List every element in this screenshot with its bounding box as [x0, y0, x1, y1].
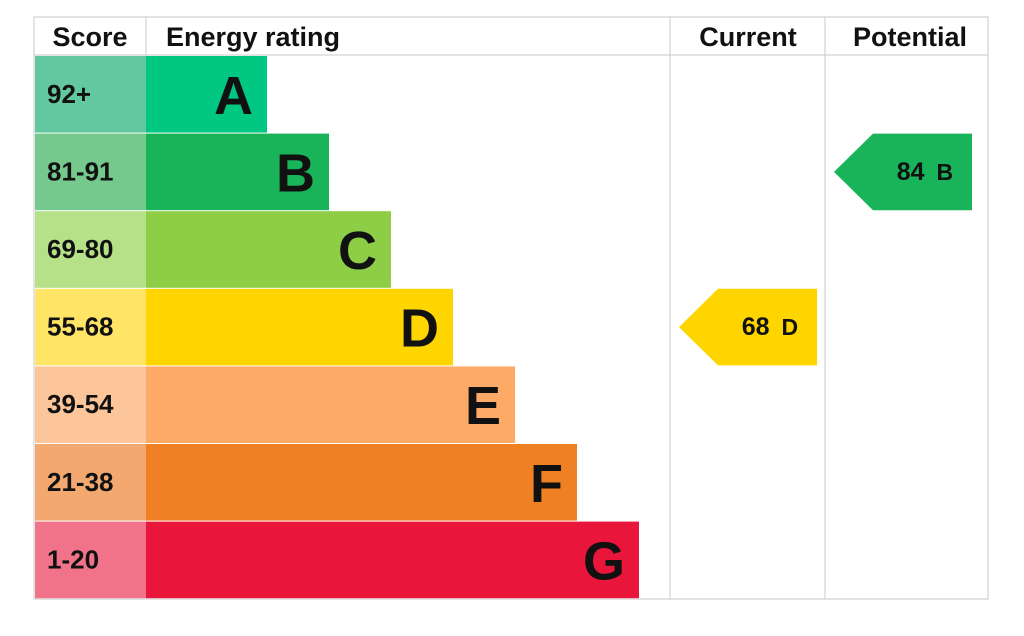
header-current: Current [699, 22, 797, 52]
score-range: 21-38 [47, 467, 114, 497]
rating-bar [146, 56, 267, 133]
rating-letter: F [530, 454, 563, 514]
potential-arrow [834, 133, 972, 211]
current-arrow [679, 288, 817, 366]
score-range: 39-54 [47, 389, 114, 419]
current-value: 68 [742, 313, 770, 341]
rating-letter: B [276, 143, 315, 203]
score-cell [35, 211, 146, 288]
rating-bar [146, 133, 329, 211]
score-range: 55-68 [47, 312, 114, 342]
rating-bar [146, 366, 515, 443]
rating-letter: E [465, 376, 501, 436]
header-energy: Energy rating [166, 22, 340, 52]
potential-value: 84 [897, 158, 925, 186]
current-rating: D [782, 314, 799, 340]
score-cell [35, 133, 146, 211]
score-cell [35, 366, 146, 443]
score-range: 69-80 [47, 234, 114, 264]
potential-rating: B [937, 159, 954, 185]
rating-letter: C [338, 221, 377, 281]
rating-letter: D [400, 299, 439, 359]
score-cell [35, 521, 146, 599]
score-range: 1-20 [47, 544, 99, 574]
rating-bar [146, 444, 577, 521]
score-cell [35, 56, 146, 133]
rating-bar [146, 211, 391, 288]
score-range: 81-91 [47, 156, 114, 186]
score-range: 92+ [47, 79, 91, 109]
rating-letter: A [214, 66, 253, 126]
rating-bar [146, 288, 453, 366]
header-potential: Potential [853, 22, 967, 52]
rating-bar [146, 521, 639, 599]
rating-letter: G [583, 531, 625, 591]
header-score: Score [52, 22, 127, 52]
score-cell [35, 288, 146, 366]
score-cell [35, 444, 146, 521]
